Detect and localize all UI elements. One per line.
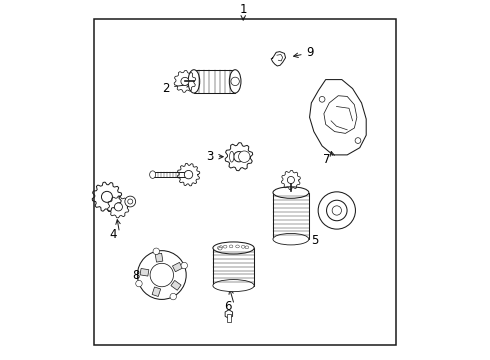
Ellipse shape: [219, 247, 222, 250]
Ellipse shape: [223, 245, 227, 248]
Ellipse shape: [230, 151, 234, 162]
Circle shape: [184, 170, 193, 179]
Polygon shape: [152, 287, 161, 297]
Circle shape: [181, 77, 189, 85]
Circle shape: [326, 200, 347, 221]
Text: 1: 1: [240, 3, 247, 16]
Text: 3: 3: [206, 150, 214, 163]
Ellipse shape: [213, 242, 254, 254]
Polygon shape: [324, 96, 357, 134]
Ellipse shape: [149, 171, 156, 179]
Circle shape: [332, 206, 342, 215]
Ellipse shape: [242, 246, 245, 248]
Polygon shape: [171, 280, 181, 290]
Circle shape: [153, 248, 159, 255]
Text: 9: 9: [307, 46, 314, 59]
Ellipse shape: [236, 245, 239, 248]
Bar: [153, 172, 190, 177]
Bar: [194, 70, 235, 93]
Ellipse shape: [213, 280, 254, 292]
Ellipse shape: [273, 187, 309, 198]
Ellipse shape: [229, 245, 233, 248]
Bar: [95, 19, 395, 345]
Text: 7: 7: [322, 153, 330, 166]
Circle shape: [181, 262, 188, 269]
Circle shape: [319, 96, 325, 102]
Bar: [273, 193, 309, 239]
Text: 5: 5: [311, 234, 318, 247]
Circle shape: [101, 192, 112, 202]
Circle shape: [170, 293, 176, 300]
Text: 8: 8: [132, 269, 140, 282]
Circle shape: [355, 138, 361, 143]
Ellipse shape: [245, 246, 248, 249]
Circle shape: [239, 151, 250, 162]
Circle shape: [114, 203, 122, 211]
Ellipse shape: [219, 246, 222, 249]
Circle shape: [137, 251, 186, 300]
Polygon shape: [172, 262, 182, 272]
Circle shape: [128, 199, 133, 204]
Ellipse shape: [218, 247, 221, 249]
Bar: [227, 315, 231, 322]
Circle shape: [125, 196, 136, 207]
Ellipse shape: [273, 233, 309, 245]
Polygon shape: [310, 80, 366, 155]
Ellipse shape: [229, 70, 241, 93]
Text: 2: 2: [162, 82, 169, 95]
Circle shape: [287, 176, 294, 184]
Polygon shape: [140, 269, 149, 276]
Ellipse shape: [188, 70, 200, 93]
Polygon shape: [225, 310, 233, 319]
Bar: [213, 248, 254, 285]
Circle shape: [136, 280, 142, 287]
Text: 4: 4: [109, 228, 117, 241]
Circle shape: [234, 152, 244, 162]
Text: 6: 6: [224, 300, 232, 313]
Circle shape: [318, 192, 355, 229]
Circle shape: [150, 263, 173, 287]
Polygon shape: [155, 253, 163, 262]
